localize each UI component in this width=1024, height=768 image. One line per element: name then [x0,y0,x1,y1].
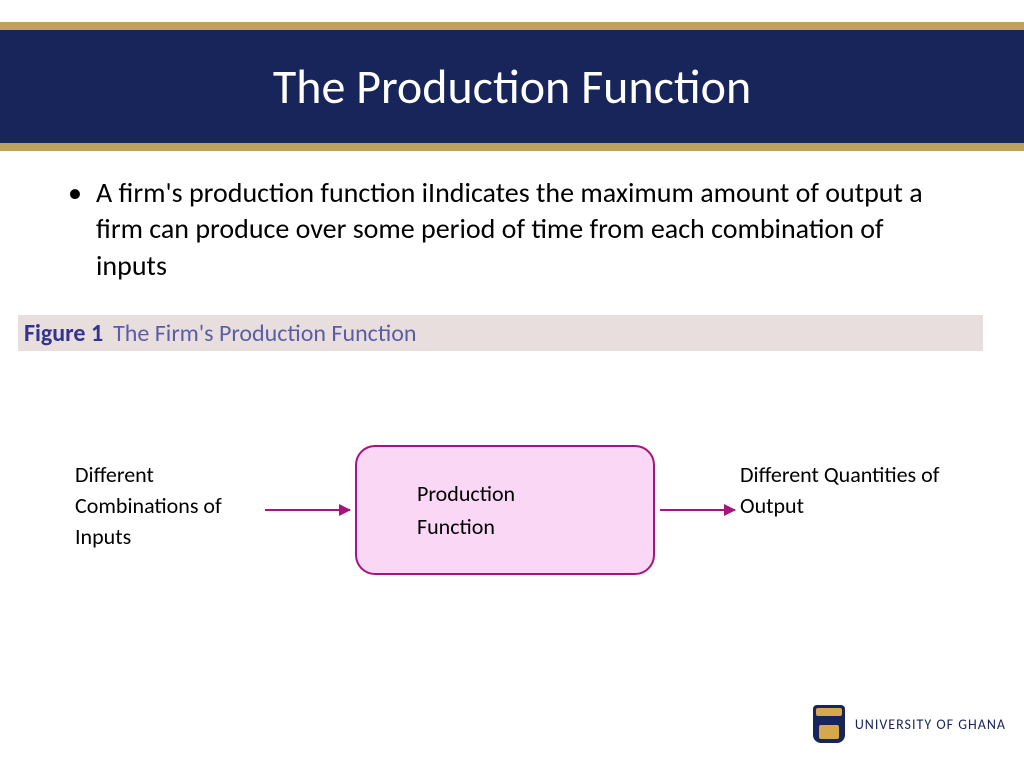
title-band: The Production Function [0,30,1024,143]
diagram-center-label: ProductionFunction [417,477,653,543]
gold-accent-top [0,22,1024,30]
figure-label: Figure 1 [24,319,103,348]
arrow-input-to-box [265,509,350,511]
arrow-box-to-output [660,509,735,511]
diagram-input-label: Different Combinations of Inputs [75,460,265,552]
slide-title: The Production Function [273,57,751,116]
gold-accent-bottom [0,143,1024,151]
diagram-output-label: Different Quantities of Output [740,460,940,522]
bullet-item: A firm's production function iIndicates … [60,175,960,284]
university-crest-icon [813,705,845,743]
bullet-content: A firm's production function iIndicates … [60,175,960,284]
figure-caption-bar: Figure 1 The Firm's Production Function [18,315,983,351]
production-function-diagram: Different Combinations of Inputs Product… [0,420,1024,620]
figure-title: The Firm's Production Function [113,319,416,348]
diagram-center-box: ProductionFunction [355,445,655,575]
university-name: UNIVERSITY OF GHANA [855,716,1006,733]
footer-logo: UNIVERSITY OF GHANA [813,705,1006,743]
